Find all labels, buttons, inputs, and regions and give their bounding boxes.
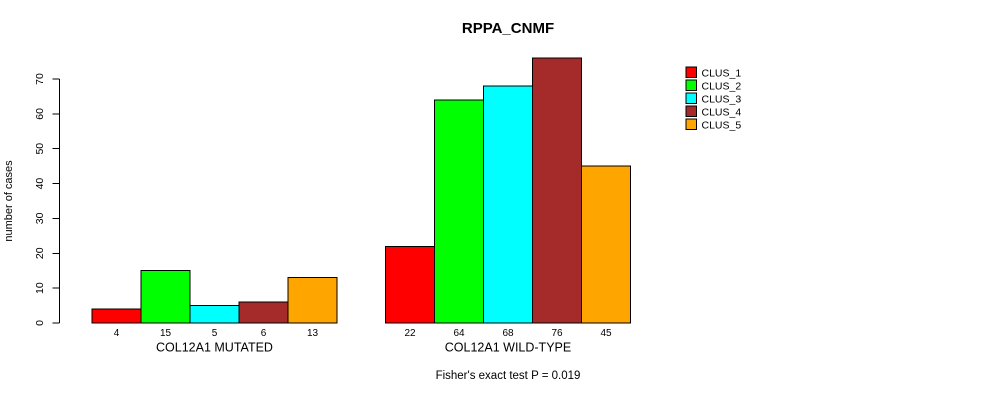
y-tick-label-50: 50 bbox=[34, 143, 46, 155]
bar-clus_5-group0 bbox=[287, 277, 338, 324]
y-tick-label-30: 30 bbox=[34, 212, 46, 224]
bar-value-labels: 4 15 5 6 13 22 64 68 76 45 bbox=[114, 328, 612, 339]
bar-clus_4-group1 bbox=[532, 57, 582, 324]
legend-label-clus_5: CLUS_5 bbox=[702, 120, 742, 132]
chart-title: RPPA_CNMF bbox=[462, 20, 554, 37]
y-tick-label-70: 70 bbox=[34, 73, 46, 85]
bar-clus_2-group1 bbox=[434, 99, 484, 324]
bar-value-clus_3-group1: 68 bbox=[502, 328, 514, 339]
bar-value-clus_3-group0: 5 bbox=[212, 328, 218, 339]
y-tick-label-60: 60 bbox=[34, 108, 46, 120]
bars-layer bbox=[91, 57, 631, 324]
group-label-mutated: COL12A1 MUTATED bbox=[156, 341, 273, 355]
y-axis: 0 10 20 30 40 50 60 70 bbox=[34, 73, 60, 326]
bar-clus_3-group1 bbox=[483, 85, 533, 324]
bar-value-clus_2-group0: 15 bbox=[160, 328, 172, 339]
legend-swatch-clus_1 bbox=[685, 66, 697, 78]
bar-clus_2-group0 bbox=[140, 270, 191, 324]
fisher-test-annotation: Fisher's exact test P = 0.019 bbox=[436, 370, 581, 382]
legend-label-clus_4: CLUS_4 bbox=[702, 107, 742, 119]
legend-swatch-clus_3 bbox=[685, 92, 697, 104]
legend-label-clus_1: CLUS_1 bbox=[702, 68, 742, 80]
legend-swatch-clus_5 bbox=[685, 118, 697, 130]
legend-swatch-clus_4 bbox=[685, 105, 697, 117]
bar-clus_1-group0 bbox=[91, 308, 142, 324]
bar-value-clus_4-group0: 6 bbox=[261, 328, 267, 339]
y-tick-label-40: 40 bbox=[34, 178, 46, 190]
bar-value-clus_5-group0: 13 bbox=[307, 328, 319, 339]
bar-clus_1-group1 bbox=[385, 245, 435, 324]
y-tick-label-20: 20 bbox=[34, 247, 46, 259]
legend-swatch-clus_2 bbox=[685, 79, 697, 91]
y-tick-label-0: 0 bbox=[34, 320, 46, 326]
legend-label-clus_3: CLUS_3 bbox=[702, 94, 742, 106]
bar-value-clus_1-group0: 4 bbox=[114, 328, 120, 339]
bar-value-clus_4-group1: 76 bbox=[551, 328, 563, 339]
y-axis-title: number of cases bbox=[3, 160, 15, 242]
bar-clus_3-group0 bbox=[189, 305, 240, 324]
y-tick-label-10: 10 bbox=[34, 282, 46, 294]
bar-value-clus_2-group1: 64 bbox=[453, 328, 465, 339]
bar-value-clus_1-group1: 22 bbox=[404, 328, 416, 339]
legend-label-clus_2: CLUS_2 bbox=[702, 81, 742, 93]
bar-clus_4-group0 bbox=[238, 301, 289, 324]
bar-value-clus_5-group1: 45 bbox=[600, 328, 612, 339]
bar-clus_5-group1 bbox=[581, 165, 631, 324]
group-label-wild-type: COL12A1 WILD-TYPE bbox=[445, 341, 571, 355]
